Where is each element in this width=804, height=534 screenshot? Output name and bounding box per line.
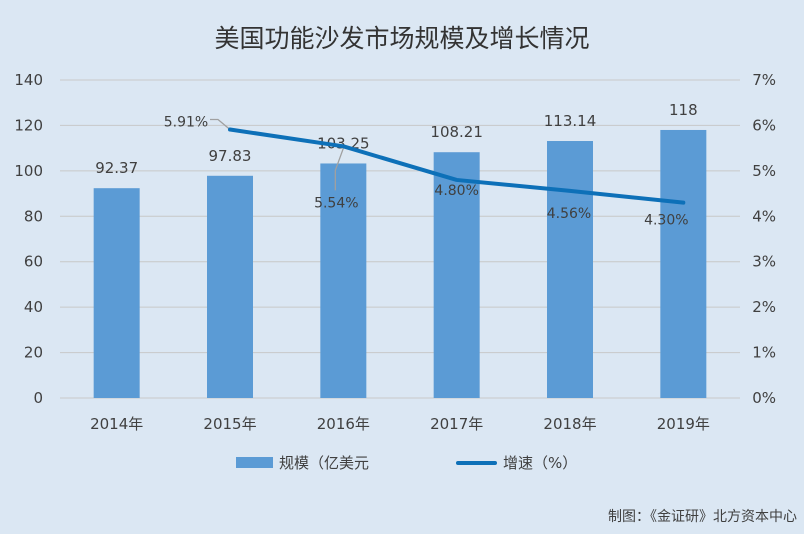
right-tick-label: 2% [752, 298, 776, 316]
left-tick-label: 0 [33, 389, 43, 407]
bar [433, 152, 480, 398]
left-tick-label: 100 [14, 162, 43, 180]
line-value-label: 4.30% [644, 213, 688, 229]
category-label: 2016年 [317, 415, 370, 433]
bar-value-label: 97.83 [209, 147, 252, 165]
line-value-label: 4.80% [434, 183, 478, 199]
left-tick-label: 40 [24, 298, 43, 316]
line-series [228, 127, 686, 205]
category-label: 2015年 [203, 415, 256, 433]
right-tick-label: 7% [752, 71, 776, 89]
bar [207, 175, 253, 398]
line-value-label: 5.54% [314, 195, 358, 211]
bar-data-labels: 92.37 97.83 103.25 108.21 113.14 118 [95, 101, 697, 177]
right-axis-ticks: 0% 1% 2% 3% 4% 5% 6% 7% [752, 71, 776, 407]
left-tick-label: 120 [14, 116, 43, 134]
category-label: 2017年 [430, 415, 483, 433]
right-tick-label: 6% [752, 116, 776, 134]
line-data-labels: 5.91% 5.54% 4.80% 4.56% 4.30% [164, 115, 689, 229]
bar [93, 188, 140, 398]
category-label: 2018年 [543, 415, 596, 433]
right-tick-label: 4% [752, 207, 776, 225]
right-tick-label: 5% [752, 162, 776, 180]
legend-bar-label: 规模（亿美元 [279, 454, 369, 472]
bar-value-label: 113.14 [544, 112, 597, 130]
left-axis-ticks: 0 20 40 60 80 100 120 140 [14, 71, 43, 407]
left-tick-label: 20 [24, 344, 43, 362]
left-tick-label: 140 [14, 71, 43, 89]
left-tick-label: 60 [24, 253, 43, 271]
right-tick-label: 3% [752, 253, 776, 271]
bar [547, 141, 593, 399]
label-callout [334, 148, 344, 191]
category-labels: 2014年 2015年 2016年 2017年 2018年 2019年 [90, 415, 710, 433]
grid-lines [60, 79, 740, 399]
legend: 规模（亿美元 增速（%） [236, 454, 577, 472]
category-label: 2014年 [90, 415, 143, 433]
legend-line-label: 增速（%） [503, 454, 577, 472]
bar-value-label: 92.37 [95, 159, 138, 177]
bar [660, 129, 707, 398]
credit-text: 制图：《金证研》北方资本中心 [608, 509, 797, 525]
bar-value-label: 118 [669, 101, 698, 119]
bar [320, 163, 367, 398]
label-callout [210, 118, 231, 131]
legend-bar-swatch [236, 457, 273, 468]
right-tick-label: 0% [752, 389, 776, 407]
category-label: 2019年 [657, 415, 710, 433]
chart-title: 美国功能沙发市场规模及增长情况 [214, 24, 589, 53]
bar-value-label: 108.21 [430, 123, 483, 141]
bar-series [93, 129, 707, 399]
line-value-label: 5.91% [164, 115, 208, 131]
left-tick-label: 80 [24, 207, 43, 225]
growth-line [228, 127, 686, 205]
bar-value-label: 103.25 [317, 134, 370, 152]
label-callouts [210, 118, 344, 191]
right-tick-label: 1% [752, 344, 776, 362]
line-value-label: 4.56% [547, 206, 591, 222]
